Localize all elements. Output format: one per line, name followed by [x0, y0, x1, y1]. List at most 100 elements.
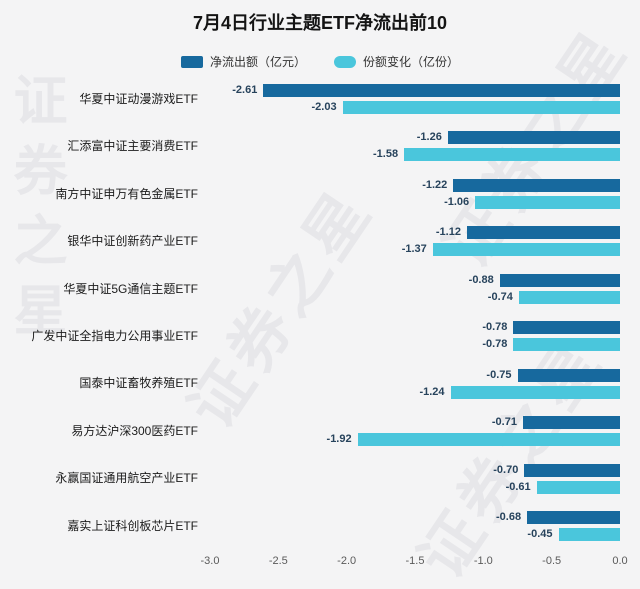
bar-chart: 华夏中证动漫游戏ETF -2.61 -2.03 汇添富中证主要消费ETF -1.26 -1…	[10, 84, 628, 569]
chart-row: 华夏中证5G通信主题ETF -0.88 -0.74	[10, 273, 620, 304]
chart-row: 永赢国证通用航空产业ETF -0.70 -0.61	[10, 463, 620, 494]
bar-share-change	[404, 148, 620, 162]
bar-track: -1.26	[210, 131, 620, 145]
category-label: 汇添富中证主要消费ETF	[67, 139, 198, 154]
x-tick-label: -1.0	[473, 555, 493, 567]
category-label: 国泰中证畜牧养殖ETF	[79, 376, 198, 391]
bar-value-label: -0.74	[487, 290, 513, 303]
bar-value-label: -1.26	[416, 131, 442, 144]
bar-group: -1.12 -1.37	[210, 226, 620, 257]
chart-row: 广发中证全指电力公用事业ETF -0.78 -0.78	[10, 321, 620, 352]
bar-track: -0.71	[210, 416, 620, 430]
bar-value-label: -0.78	[482, 321, 508, 334]
bar-group: -0.71 -1.92	[210, 416, 620, 447]
legend-label: 份额变化（亿份）	[363, 55, 460, 69]
category-label: 南方中证申万有色金属ETF	[55, 186, 198, 201]
bar-net-outflow	[447, 131, 620, 145]
bar-group: -0.78 -0.78	[210, 321, 620, 352]
bar-value-label: -2.61	[232, 84, 258, 96]
bar-value-label: -0.61	[505, 480, 531, 493]
bar-value-label: -2.03	[311, 101, 337, 113]
bar-share-change	[450, 385, 620, 399]
bar-value-label: -0.71	[491, 416, 517, 429]
bar-net-outflow	[524, 463, 620, 477]
category-label: 永赢国证通用航空产业ETF	[55, 471, 198, 486]
bar-value-label: -1.12	[435, 226, 461, 239]
bar-net-outflow	[499, 273, 620, 287]
legend-item-share-change: 份额变化（亿份）	[334, 53, 459, 70]
bar-share-change	[513, 338, 620, 352]
bar-track: -1.24	[210, 385, 620, 399]
bar-track: -0.70	[210, 463, 620, 477]
bar-track: -0.75	[210, 368, 620, 382]
bar-track: -1.22	[210, 178, 620, 192]
bar-track: -1.06	[210, 195, 620, 209]
x-axis-spacer	[10, 553, 210, 569]
legend-swatch-net-outflow	[180, 55, 203, 68]
x-tick-label: -2.5	[268, 555, 288, 567]
bar-share-change	[558, 527, 620, 541]
chart-legend: 净流出额（亿元） 份额变化（亿份）	[0, 53, 640, 70]
bar-track: -0.78	[210, 338, 620, 352]
legend-item-net-outflow: 净流出额（亿元）	[180, 53, 306, 70]
bar-net-outflow	[453, 178, 620, 192]
bar-net-outflow	[522, 416, 620, 430]
bar-track: -0.74	[210, 290, 620, 304]
bar-track: -1.58	[210, 148, 620, 162]
bar-track: -2.03	[210, 101, 620, 114]
category-label: 华夏中证动漫游戏ETF	[79, 91, 198, 106]
bar-group: -0.68 -0.45	[210, 510, 620, 541]
category-label: 广发中证全指电力公用事业ETF	[31, 328, 198, 343]
bar-group: -1.26 -1.58	[210, 131, 620, 162]
category-label: 易方达沪深300医药ETF	[71, 423, 198, 438]
category-label: 嘉实上证科创板芯片ETF	[67, 518, 198, 533]
bar-value-label: -0.70	[493, 463, 519, 476]
bar-net-outflow	[466, 226, 620, 240]
bar-track: -0.78	[210, 321, 620, 335]
bar-share-change	[342, 101, 620, 114]
legend-label: 净流出额（亿元）	[209, 55, 306, 69]
bar-value-label: -1.06	[444, 195, 470, 208]
category-label: 华夏中证5G通信主题ETF	[63, 281, 198, 296]
chart-row: 国泰中证畜牧养殖ETF -0.75 -1.24	[10, 368, 620, 399]
bar-value-label: -0.68	[496, 510, 522, 523]
bar-track: -0.68	[210, 510, 620, 524]
x-axis-row: -3.0 -2.5 -2.0 -1.5 -1.0 -0.5 0.0	[10, 553, 628, 569]
x-axis: -3.0 -2.5 -2.0 -1.5 -1.0 -0.5 0.0	[201, 553, 628, 569]
chart-title: 7月4日行业主题ETF净流出前10	[192, 13, 448, 33]
x-tick-label: 0.0	[612, 555, 628, 567]
x-tick-label: -3.0	[200, 555, 220, 567]
chart-row: 南方中证申万有色金属ETF -1.22 -1.06	[10, 178, 620, 209]
x-tick-label: -2.0	[337, 555, 357, 567]
bar-track: -1.12	[210, 226, 620, 240]
bar-value-label: -1.22	[422, 178, 448, 191]
bar-group: -1.22 -1.06	[210, 178, 620, 209]
bar-track: -1.37	[210, 243, 620, 257]
chart-row: 汇添富中证主要消费ETF -1.26 -1.58	[10, 131, 620, 162]
bar-value-label: -0.45	[527, 527, 553, 540]
chart-row: 嘉实上证科创板芯片ETF -0.68 -0.45	[10, 510, 620, 541]
bar-share-change	[357, 433, 620, 447]
bar-value-label: -1.24	[419, 385, 445, 398]
bar-group: -0.88 -0.74	[210, 273, 620, 304]
legend-swatch-share-change	[334, 55, 356, 68]
category-label: 银华中证创新药产业ETF	[67, 234, 198, 249]
x-tick-label: -1.5	[405, 555, 425, 567]
bar-group: -2.61 -2.03	[210, 84, 620, 114]
chart-row: 易方达沪深300医药ETF -0.71 -1.92	[10, 416, 620, 447]
bar-value-label: -0.75	[486, 368, 512, 381]
chart-rows: 华夏中证动漫游戏ETF -2.61 -2.03 汇添富中证主要消费ETF -1.26 -1…	[10, 84, 620, 553]
bar-value-label: -1.58	[373, 148, 399, 161]
bar-track: -0.45	[210, 527, 620, 541]
bar-share-change	[518, 290, 620, 304]
chart-row: 华夏中证动漫游戏ETF -2.61 -2.03	[10, 84, 620, 114]
bar-value-label: -0.78	[482, 338, 508, 351]
bar-value-label: -1.92	[326, 433, 352, 446]
bar-share-change	[536, 480, 620, 494]
bar-net-outflow	[513, 321, 620, 335]
x-tick-label: -0.5	[542, 555, 562, 567]
bar-track: -0.88	[210, 273, 620, 287]
bar-value-label: -1.37	[401, 243, 427, 256]
bar-share-change	[432, 243, 620, 257]
